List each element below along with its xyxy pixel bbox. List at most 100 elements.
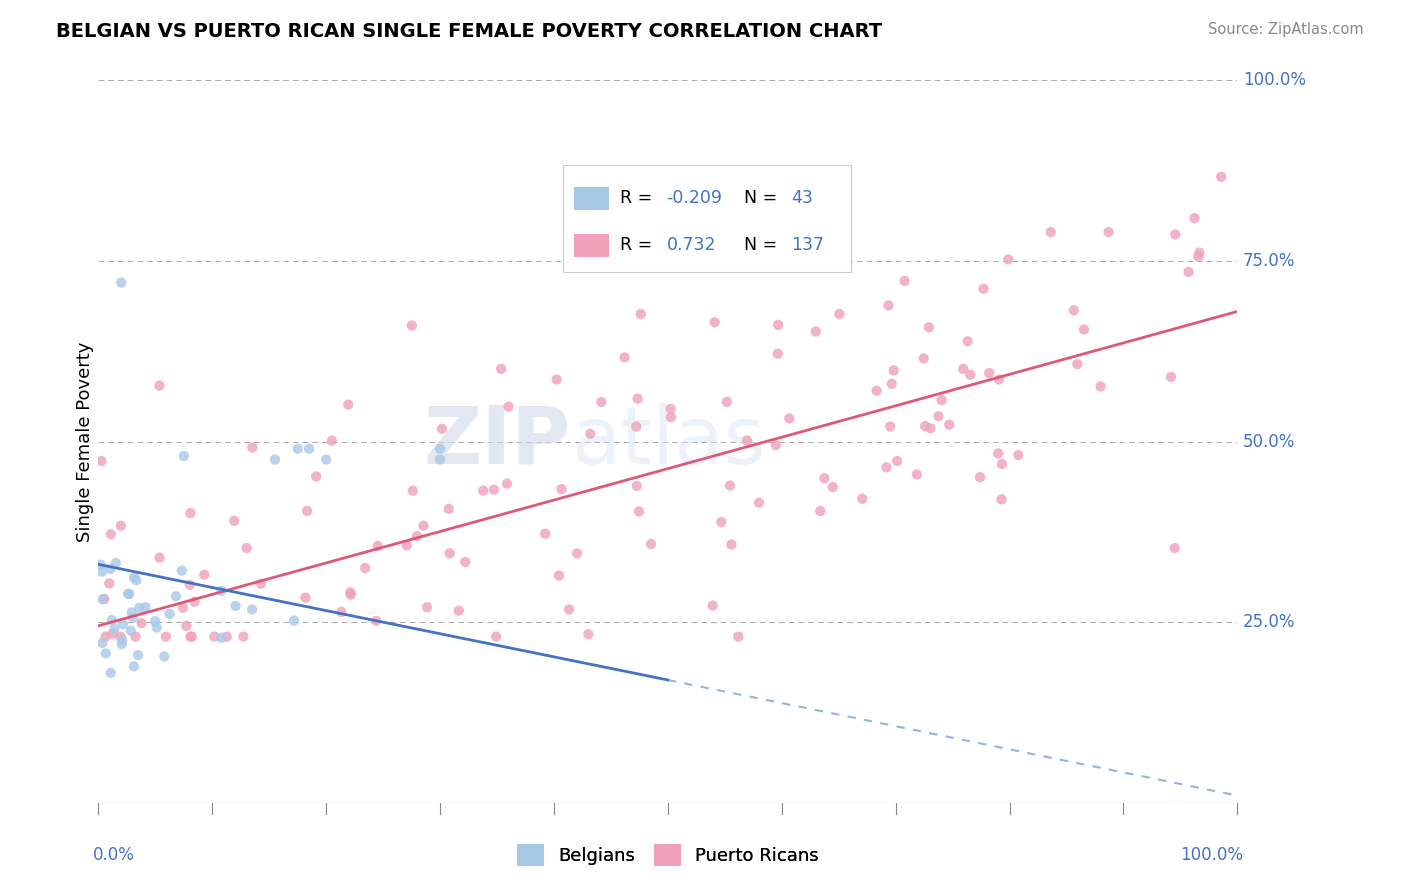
Point xyxy=(718,478,741,492)
Text: BELGIAN VS PUERTO RICAN SINGLE FEMALE POVERTY CORRELATION CHART: BELGIAN VS PUERTO RICAN SINGLE FEMALE PO… xyxy=(56,22,883,41)
Point xyxy=(1184,211,1206,226)
Point xyxy=(630,307,652,321)
Point xyxy=(534,526,557,541)
Point xyxy=(94,630,117,644)
Point xyxy=(662,196,685,211)
Point xyxy=(627,504,650,518)
Point xyxy=(215,630,238,644)
Point xyxy=(111,617,134,632)
Point xyxy=(1090,379,1112,393)
Point xyxy=(339,585,361,599)
Point xyxy=(224,514,246,528)
Point xyxy=(354,561,377,575)
Point xyxy=(287,442,309,456)
Point xyxy=(98,562,121,576)
Point xyxy=(183,595,205,609)
Point xyxy=(828,253,851,268)
Point xyxy=(153,649,176,664)
Point xyxy=(548,568,571,582)
Point xyxy=(179,506,201,520)
Point xyxy=(122,570,145,584)
Point xyxy=(813,471,835,485)
Point xyxy=(111,632,134,647)
Point xyxy=(918,320,941,334)
Text: 100.0%: 100.0% xyxy=(1243,71,1306,89)
Point xyxy=(1211,169,1233,184)
Point xyxy=(294,591,316,605)
Point xyxy=(128,600,150,615)
Point xyxy=(748,496,770,510)
Point xyxy=(131,615,153,630)
Point xyxy=(179,630,201,644)
Text: 137: 137 xyxy=(790,236,824,254)
Point xyxy=(179,578,201,592)
Point xyxy=(1073,322,1095,336)
Point xyxy=(321,434,343,448)
Point xyxy=(972,282,994,296)
Point xyxy=(883,363,905,377)
Point xyxy=(395,538,418,552)
Point xyxy=(880,376,903,391)
Point xyxy=(969,470,991,484)
Point xyxy=(710,515,733,529)
Point xyxy=(295,504,318,518)
Point xyxy=(209,583,232,598)
Point xyxy=(828,307,851,321)
Point xyxy=(877,298,900,312)
Point xyxy=(429,442,451,456)
Point xyxy=(851,491,873,506)
Point xyxy=(875,460,897,475)
Point xyxy=(367,539,389,553)
Point xyxy=(159,607,181,621)
Point xyxy=(489,362,512,376)
Text: -0.209: -0.209 xyxy=(666,189,723,208)
Point xyxy=(1007,448,1029,462)
Legend: Belgians, Puerto Ricans: Belgians, Puerto Ricans xyxy=(510,837,825,873)
Point xyxy=(927,409,949,424)
Point xyxy=(613,351,636,365)
Point xyxy=(412,518,434,533)
Point xyxy=(1164,227,1187,242)
Point xyxy=(232,630,254,644)
Point xyxy=(124,630,146,644)
Point xyxy=(118,587,141,601)
Text: N =: N = xyxy=(745,236,778,254)
Point xyxy=(366,614,388,628)
Point xyxy=(90,454,112,468)
Point xyxy=(250,576,273,591)
Text: 25.0%: 25.0% xyxy=(1243,613,1295,632)
Point xyxy=(437,502,460,516)
Point xyxy=(90,558,112,572)
Text: Source: ZipAtlas.com: Source: ZipAtlas.com xyxy=(1208,22,1364,37)
Point xyxy=(727,630,749,644)
Point xyxy=(100,665,122,680)
Text: 50.0%: 50.0% xyxy=(1243,433,1295,450)
Point xyxy=(176,619,198,633)
Point xyxy=(416,600,439,615)
Point xyxy=(148,378,170,392)
Point xyxy=(766,346,789,360)
Point xyxy=(155,630,177,644)
Point xyxy=(134,600,156,615)
Point xyxy=(121,606,143,620)
Point xyxy=(546,373,568,387)
Point xyxy=(98,576,121,591)
Point xyxy=(93,591,115,606)
Point xyxy=(959,368,981,382)
Point xyxy=(893,274,915,288)
Point xyxy=(979,366,1001,380)
Point xyxy=(111,637,134,651)
Bar xyxy=(574,234,609,257)
Point xyxy=(579,426,602,441)
Point xyxy=(914,419,936,434)
Point xyxy=(1188,245,1211,260)
Point xyxy=(576,627,599,641)
Point xyxy=(626,419,648,434)
Point xyxy=(127,648,149,662)
Point xyxy=(720,537,742,551)
Point xyxy=(110,518,132,533)
Point xyxy=(821,480,844,494)
Point xyxy=(101,626,124,640)
Point xyxy=(120,624,142,638)
Point xyxy=(905,467,928,482)
